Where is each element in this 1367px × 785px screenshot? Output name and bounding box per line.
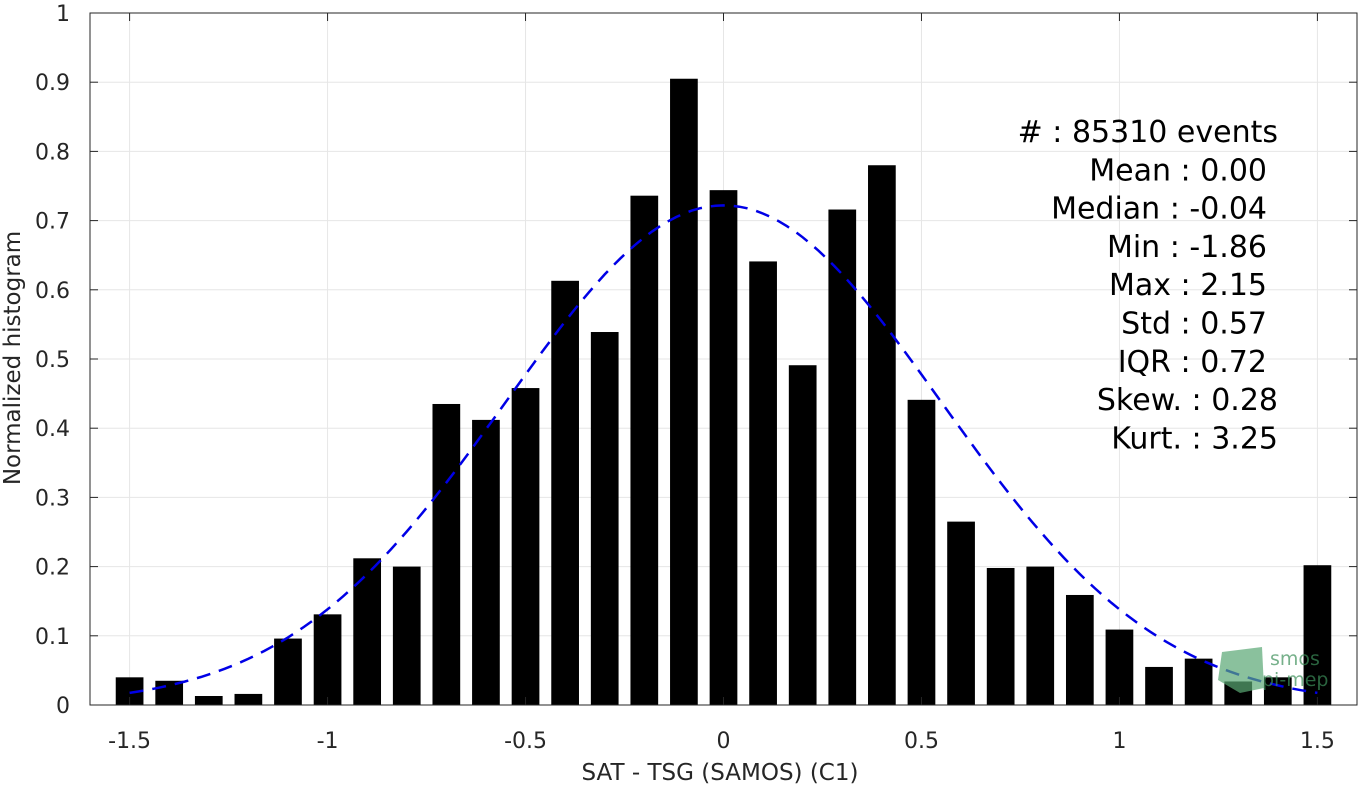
histogram-bar	[1263, 677, 1292, 705]
histogram-bar	[313, 614, 342, 705]
stats-line: IQR : 0.72	[1118, 345, 1267, 380]
histogram-bar	[868, 165, 896, 706]
stats-line: Median : -0.04	[1051, 192, 1267, 227]
x-tick-label: 0.5	[904, 729, 939, 754]
x-tick-label: -0.5	[504, 729, 547, 754]
x-axis-ticks: -1.5 -1 -0.5 0 0.5 1 1.5	[108, 13, 1335, 754]
stats-line: Kurt. : 3.25	[1111, 421, 1278, 456]
histogram-bar	[947, 521, 975, 705]
y-tick-label: 0.8	[35, 140, 70, 165]
gaussian-fit-curve	[129, 204, 1318, 695]
logo-text-pimep: pi-mep	[1262, 669, 1328, 691]
histogram-bar	[511, 388, 540, 705]
histogram-bar	[551, 280, 579, 705]
stats-line: Skew. : 0.28	[1097, 383, 1278, 418]
y-tick-label: 0.9	[35, 71, 70, 96]
x-tick-label: 1	[1112, 729, 1126, 754]
histogram-bar	[472, 419, 500, 705]
y-tick-label: 0.2	[35, 556, 70, 581]
bars	[115, 78, 1332, 706]
histogram-bar	[432, 403, 461, 705]
logo-text-smos: smos	[1270, 648, 1320, 670]
histogram-bar	[274, 638, 302, 705]
x-tick-label: 0	[717, 729, 731, 754]
histogram-bar	[1145, 666, 1173, 705]
x-tick-label: -1	[317, 729, 339, 754]
stats-line: Max : 2.15	[1109, 268, 1267, 303]
histogram-bar	[709, 190, 738, 706]
y-tick-label: 0.7	[35, 210, 70, 235]
histogram-bar	[907, 399, 936, 705]
histogram-bar	[670, 78, 698, 706]
y-tick-label: 0.4	[35, 417, 70, 442]
y-tick-label: 0.3	[35, 486, 70, 511]
leaf-icon	[1218, 647, 1264, 693]
histogram-bar	[1065, 594, 1094, 705]
y-axis-label: Normalized histogram	[0, 231, 26, 485]
histogram-bar	[788, 365, 817, 705]
histogram-bar	[155, 680, 184, 705]
histogram-bar	[630, 195, 659, 706]
histogram-bar	[828, 209, 857, 705]
stats-line: Std : 0.57	[1121, 307, 1267, 342]
histogram-bar	[234, 693, 263, 705]
stats-line: # : 85310 events	[1018, 115, 1278, 150]
y-tick-label: 0	[56, 694, 70, 719]
histogram-bar	[986, 567, 1015, 705]
histogram-bar	[194, 696, 223, 705]
histogram-bar	[353, 558, 382, 705]
y-tick-label: 0.1	[35, 625, 70, 650]
fit-curve-layer	[129, 204, 1318, 695]
stats-line: Mean : 0.00	[1089, 153, 1267, 188]
histogram-bar	[1026, 566, 1055, 705]
histogram-bar	[1303, 565, 1332, 705]
histogram-bar	[1184, 658, 1213, 705]
histogram-bar	[392, 566, 421, 705]
x-tick-label: -1.5	[108, 729, 151, 754]
histogram-bar	[749, 261, 777, 705]
y-axis-ticks: 0 0.1 0.2 0.3 0.4 0.5 0.6 0.7 0.8 0.9 1	[35, 2, 1357, 719]
y-tick-label: 0.5	[35, 348, 70, 373]
histogram-bar	[590, 332, 619, 705]
x-tick-label: 1.5	[1300, 729, 1335, 754]
y-tick-label: 1	[56, 2, 70, 27]
stats-line: Min : -1.86	[1107, 230, 1267, 265]
smos-pimep-logo: smos pi-mep	[1218, 647, 1328, 693]
x-axis-label: SAT - TSG (SAMOS) (C1)	[582, 760, 859, 785]
histogram-bar	[1105, 629, 1134, 705]
y-tick-label: 0.6	[35, 279, 70, 304]
